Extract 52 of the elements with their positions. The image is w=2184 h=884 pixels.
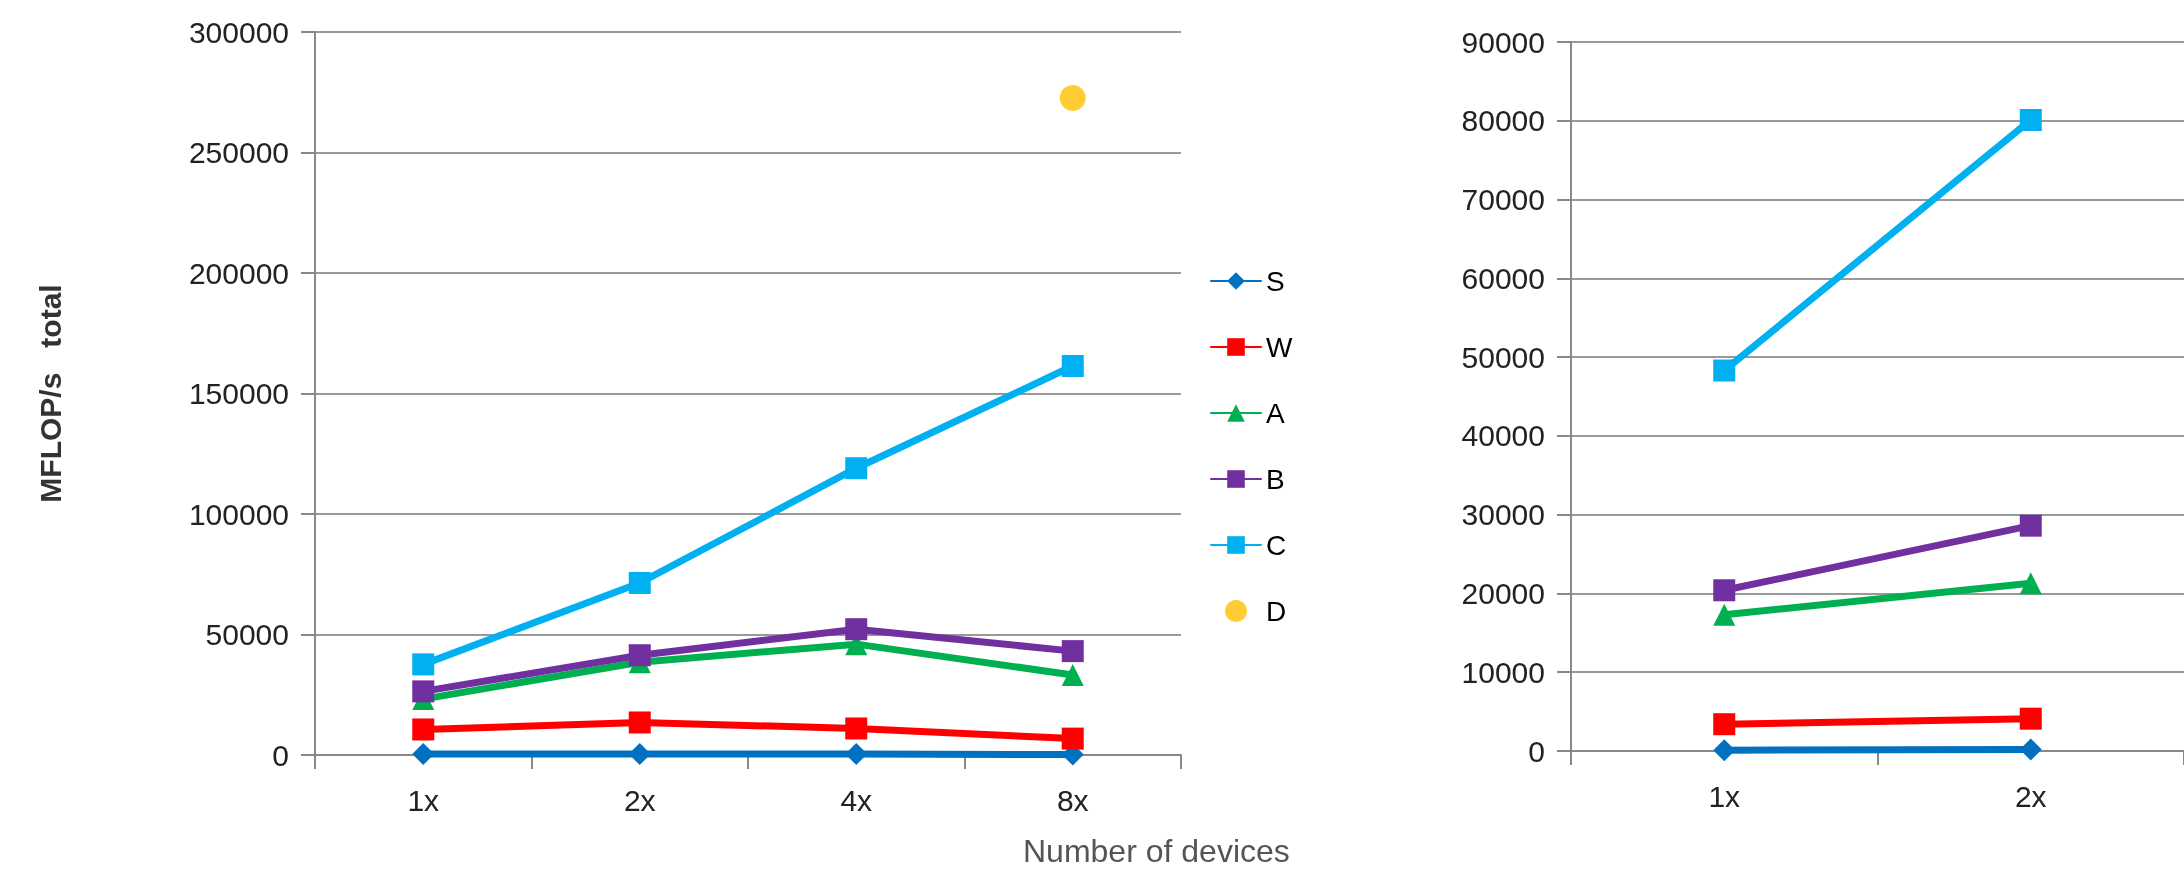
y-tick-label: 300000 [188, 15, 289, 49]
point [1713, 359, 1736, 382]
y-tick-label: 200000 [188, 256, 289, 290]
point [1061, 727, 1084, 750]
y-tick-label: 30000 [1461, 498, 1545, 532]
y-tick-label: 0 [1528, 734, 1545, 768]
point [1713, 739, 1736, 762]
y-tick-label: 20000 [1461, 576, 1545, 610]
y-tick-label: 100000 [188, 497, 289, 531]
point [1059, 85, 1086, 112]
x-tick-label: 2x [623, 783, 656, 817]
point [628, 571, 651, 594]
y-tick-label: 10000 [1461, 655, 1545, 689]
y-tick-label: 50000 [1461, 340, 1545, 374]
x-tick-label: 1x [1708, 779, 1741, 813]
x-tick-label: 8x [1056, 783, 1089, 817]
point [845, 717, 868, 740]
point [1061, 355, 1084, 378]
point [628, 711, 651, 734]
point [1713, 579, 1736, 602]
legend-label: C [1266, 529, 1287, 561]
x-tick-label: 1x [407, 783, 440, 817]
point [628, 644, 651, 667]
y-axis-title: MFLOP/s total [33, 284, 67, 503]
point [845, 457, 868, 480]
y-tick-label: 50000 [205, 618, 289, 651]
y-tick-label: 60000 [1461, 261, 1545, 295]
x-tick-label: 2x [2014, 779, 2047, 813]
point [412, 680, 435, 703]
point [2019, 707, 2042, 730]
x-axis-title: Number of devices [1023, 833, 1290, 869]
point [2019, 108, 2042, 131]
y-tick-label: 70000 [1461, 183, 1545, 217]
legend-label: W [1266, 331, 1293, 363]
y-tick-label: 90000 [1461, 25, 1545, 59]
legend-label: S [1266, 265, 1285, 297]
y-tick-label: 40000 [1461, 419, 1545, 453]
point [2019, 514, 2042, 537]
point [412, 653, 435, 676]
y-tick-label: 0 [272, 738, 289, 772]
legend-label: B [1266, 463, 1285, 495]
x-tick-label: 4x [840, 783, 873, 817]
point [1061, 663, 1084, 686]
point [412, 718, 435, 741]
y-tick-label: 250000 [188, 136, 289, 169]
legend-label: D [1266, 595, 1287, 627]
y-tick-label: 80000 [1461, 104, 1545, 138]
point [1713, 713, 1736, 736]
point [845, 618, 868, 641]
legend-label: A [1266, 397, 1285, 429]
y-tick-label: 150000 [188, 377, 289, 410]
point [1061, 640, 1084, 663]
